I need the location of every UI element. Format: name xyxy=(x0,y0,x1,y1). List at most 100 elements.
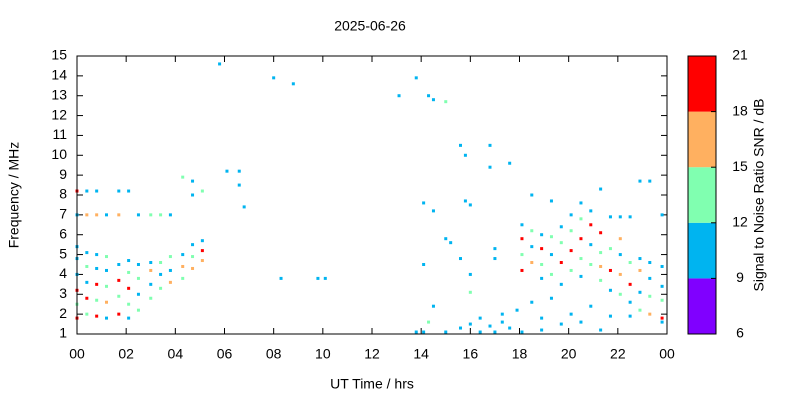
point xyxy=(540,328,544,332)
point xyxy=(608,314,612,318)
point xyxy=(85,296,89,300)
point xyxy=(500,312,504,316)
plot-frame xyxy=(76,55,668,335)
point xyxy=(181,264,185,268)
point xyxy=(149,213,153,217)
point xyxy=(422,330,426,334)
point xyxy=(149,261,153,265)
point xyxy=(540,276,544,280)
point xyxy=(540,316,544,320)
colorbar-frame xyxy=(687,55,717,335)
point xyxy=(105,300,108,304)
x-tick-label: 14 xyxy=(413,346,429,362)
x-tick-label: 10 xyxy=(315,346,331,362)
point xyxy=(520,237,524,241)
point xyxy=(660,316,664,320)
point xyxy=(159,272,163,276)
x-tick-label: 06 xyxy=(217,346,233,362)
point xyxy=(599,251,603,255)
point xyxy=(168,268,172,272)
point xyxy=(105,268,108,272)
point xyxy=(117,294,121,298)
point xyxy=(200,259,204,263)
point xyxy=(117,213,121,217)
point xyxy=(191,255,195,259)
point xyxy=(508,161,512,165)
point xyxy=(648,312,652,316)
point xyxy=(279,276,283,280)
point xyxy=(520,253,524,257)
point xyxy=(648,294,652,298)
point xyxy=(127,270,131,274)
point xyxy=(127,302,131,306)
point xyxy=(459,257,462,261)
point xyxy=(105,316,108,320)
point xyxy=(549,253,553,257)
point xyxy=(149,296,153,300)
point xyxy=(191,243,195,247)
point xyxy=(530,261,534,265)
point xyxy=(414,330,418,334)
point xyxy=(422,263,426,266)
point xyxy=(427,94,431,98)
chart-title: 2025-06-26 xyxy=(334,18,406,34)
y-tick-label: 6 xyxy=(59,225,67,241)
point xyxy=(638,308,642,312)
point xyxy=(608,215,612,219)
y-tick-label: 13 xyxy=(51,86,67,102)
point xyxy=(515,308,519,312)
point xyxy=(168,213,172,217)
colorbar-band xyxy=(688,278,716,334)
point xyxy=(589,243,593,247)
point xyxy=(272,76,276,80)
point xyxy=(323,276,327,280)
point xyxy=(608,268,612,272)
point xyxy=(117,278,121,282)
x-tick-label: 00 xyxy=(69,346,85,362)
point xyxy=(608,247,612,251)
point xyxy=(589,223,593,227)
point xyxy=(530,193,534,197)
point xyxy=(488,143,492,147)
point xyxy=(589,209,593,213)
y-tick-label: 9 xyxy=(59,166,67,182)
point xyxy=(159,261,163,265)
point xyxy=(95,282,99,286)
point xyxy=(117,312,121,316)
y-tick-label: 15 xyxy=(51,47,67,63)
colorbar-band xyxy=(688,222,716,279)
point xyxy=(579,257,583,261)
y-axis-label: Frequency / MHz xyxy=(6,142,22,249)
x-tick-label: 22 xyxy=(610,346,626,362)
point xyxy=(569,312,573,316)
point xyxy=(660,298,664,302)
point xyxy=(559,241,563,245)
point xyxy=(478,330,482,334)
point xyxy=(463,153,467,157)
y-tick-label: 2 xyxy=(59,305,67,321)
point xyxy=(520,223,524,227)
point xyxy=(618,237,622,241)
point xyxy=(520,268,524,272)
point xyxy=(549,199,553,203)
colorbar-tick-label: 9 xyxy=(736,269,744,285)
point xyxy=(200,239,204,243)
point xyxy=(608,288,612,292)
point xyxy=(638,179,642,183)
point xyxy=(444,100,448,104)
point xyxy=(660,284,664,288)
point xyxy=(520,330,524,334)
point xyxy=(149,268,153,272)
point xyxy=(181,175,185,179)
colorbar-tick-label: 15 xyxy=(732,158,748,174)
colorbar-tick-label: 18 xyxy=(732,102,748,118)
point xyxy=(493,330,497,334)
y-tick-label: 7 xyxy=(59,206,67,222)
colorbar-band xyxy=(688,111,716,168)
point xyxy=(85,264,89,268)
point xyxy=(660,320,664,324)
x-tick-label: 08 xyxy=(266,346,282,362)
point xyxy=(159,213,163,217)
point xyxy=(242,205,246,209)
